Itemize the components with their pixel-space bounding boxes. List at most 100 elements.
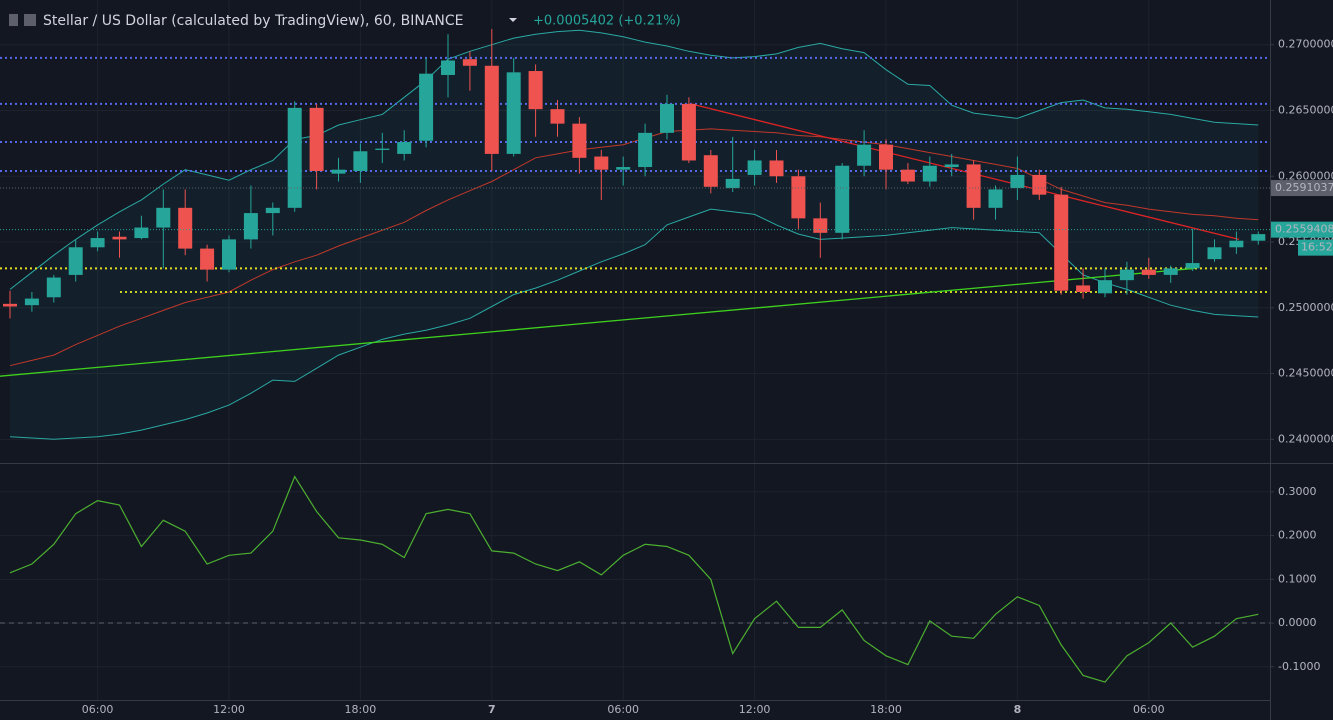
collapse-icon[interactable] xyxy=(9,14,18,26)
price-label: 0.2591037 xyxy=(1275,181,1333,194)
candle-body xyxy=(441,60,455,75)
candle-body xyxy=(134,227,149,239)
candle-body xyxy=(397,142,412,154)
candle-body xyxy=(1207,247,1222,260)
price-label-box xyxy=(1271,180,1333,197)
candle-body xyxy=(1010,174,1025,189)
candle-body xyxy=(1119,269,1134,281)
candle-body xyxy=(988,189,1003,208)
x-tick-label: 12:00 xyxy=(213,703,245,716)
candle-body xyxy=(1251,234,1266,241)
countdown-box xyxy=(1298,239,1333,256)
candle-body xyxy=(156,207,171,228)
y-tick-label: 0.2400000 xyxy=(1278,432,1333,445)
y-tick-label: 0.2500000 xyxy=(1278,301,1333,314)
candle-body xyxy=(419,73,434,141)
candle-body xyxy=(944,164,959,168)
candle-body xyxy=(222,239,236,270)
x-tick-label: 06:00 xyxy=(607,703,639,716)
price-label-box xyxy=(1271,221,1333,238)
y-tick-label: 0.0000 xyxy=(1278,616,1317,629)
candle-body xyxy=(703,155,718,187)
trend-line xyxy=(690,103,1240,241)
price-change: +0.0005402 (+0.21%) xyxy=(533,14,681,29)
candle-body xyxy=(900,169,915,182)
candle-body xyxy=(200,248,215,270)
candle-body xyxy=(462,59,477,66)
dropdown-arrow[interactable] xyxy=(509,18,517,22)
oscillator-line xyxy=(9,475,1259,683)
band-upper xyxy=(9,29,1259,290)
candle-body xyxy=(353,151,368,171)
candle-body xyxy=(243,213,258,240)
x-tick-label: 18:00 xyxy=(345,703,377,716)
y-tick-label: 0.3000 xyxy=(1278,485,1317,498)
candle-body xyxy=(287,107,302,208)
y-tick-label: 0.2700000 xyxy=(1278,38,1333,51)
candle-body xyxy=(178,207,193,249)
y-tick-label: -0.1000 xyxy=(1278,660,1320,673)
band-lower xyxy=(9,208,1259,440)
candle-body xyxy=(747,160,762,175)
y-tick-label: 0.1000 xyxy=(1278,572,1317,585)
y-tick-label: 0.2000 xyxy=(1278,529,1317,542)
candle-body xyxy=(309,107,324,171)
chart-title[interactable]: Stellar / US Dollar (calculated by Tradi… xyxy=(43,13,464,29)
candle-body xyxy=(528,71,543,110)
candle-body xyxy=(331,169,346,174)
x-tick-label: 06:00 xyxy=(82,703,114,716)
candle-body xyxy=(1032,174,1047,195)
candle-body xyxy=(1185,263,1200,269)
symbol-icon[interactable] xyxy=(24,14,36,26)
candle-body xyxy=(68,247,83,275)
candle-body xyxy=(879,144,893,170)
y-tick-label: 0.2450000 xyxy=(1278,367,1333,380)
candle-body xyxy=(90,238,105,248)
candle-body xyxy=(835,165,850,233)
candle-body xyxy=(1054,194,1069,291)
candle-body xyxy=(1076,285,1091,293)
candle-body xyxy=(966,164,981,208)
x-tick-label: 06:00 xyxy=(1133,703,1165,716)
price-label: 0.2559408 xyxy=(1275,223,1333,236)
candle-body xyxy=(3,303,17,307)
x-tick-label: 12:00 xyxy=(739,703,771,716)
candle-body xyxy=(506,72,521,154)
candle-body xyxy=(922,165,937,182)
band-fill xyxy=(10,30,1259,440)
grid-layer xyxy=(0,0,1270,700)
candle-body xyxy=(594,156,609,170)
candle-body xyxy=(1098,280,1112,294)
band-middle xyxy=(9,128,1259,367)
candle-body xyxy=(813,218,828,233)
candle-body xyxy=(1141,269,1156,275)
candle-body xyxy=(24,298,39,306)
trend-line xyxy=(0,267,1196,377)
candle-body xyxy=(550,109,565,124)
candle-body xyxy=(660,103,674,133)
candle-body xyxy=(265,207,280,214)
candle-body xyxy=(769,160,784,177)
candle-body xyxy=(112,236,127,240)
candle-body xyxy=(857,144,872,166)
candle-body xyxy=(725,178,740,189)
candle-body xyxy=(1163,268,1178,275)
x-tick-label: 18:00 xyxy=(870,703,902,716)
x-tick-label: 7 xyxy=(488,703,496,716)
candle-body xyxy=(681,103,696,161)
countdown: 16:52 xyxy=(1301,241,1333,254)
candle-body xyxy=(791,176,806,219)
candle-body xyxy=(638,132,653,168)
candle-body xyxy=(616,167,631,170)
candle-body xyxy=(572,123,587,158)
x-tick-label: 8 xyxy=(1014,703,1022,716)
candle-body xyxy=(46,277,61,298)
y-tick-label: 0.2600000 xyxy=(1278,169,1333,182)
candle-body xyxy=(1229,240,1244,248)
y-tick-label: 0.2650000 xyxy=(1278,103,1333,116)
candle-body xyxy=(375,148,390,150)
candle-body xyxy=(484,65,499,154)
